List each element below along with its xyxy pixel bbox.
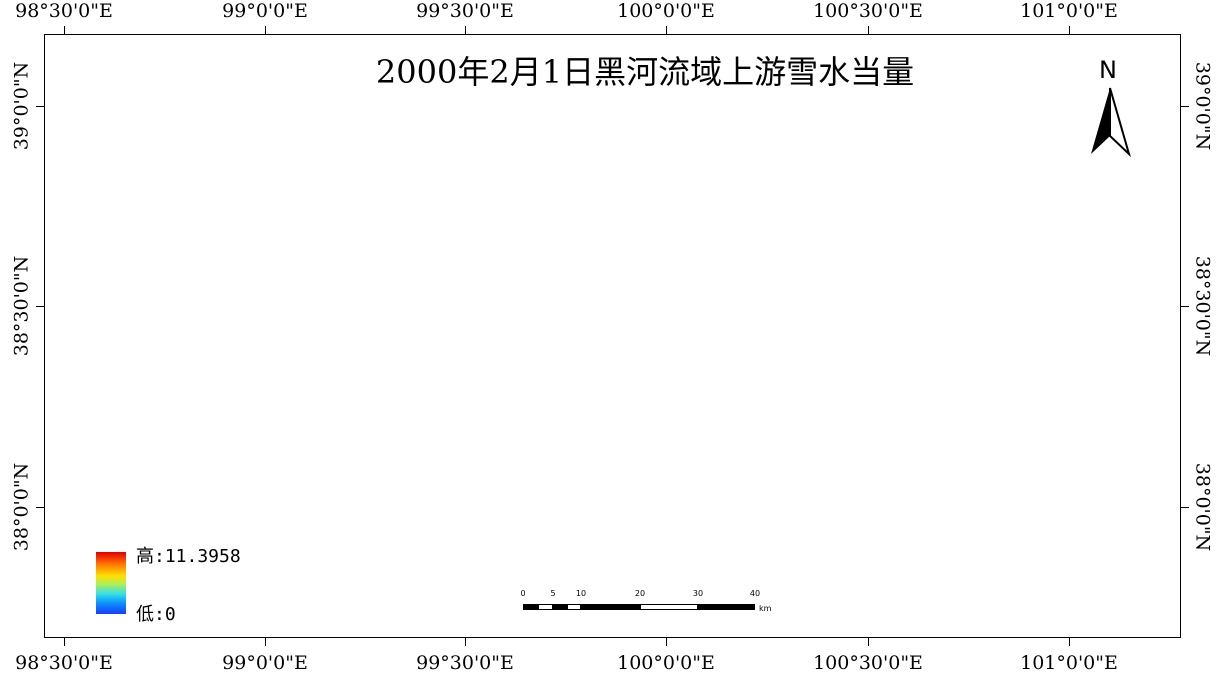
left-tick [36, 306, 44, 307]
latitude-label-right: 38°0'0"N [1191, 462, 1214, 552]
scale-segment [538, 604, 553, 610]
scale-segment [581, 604, 640, 610]
scale-bar: 0 5 10 20 30 40 km [520, 589, 781, 616]
legend: 高:11.3958 低:0 [94, 548, 294, 632]
latitude-label-right: 39°0'0"N [1191, 61, 1214, 151]
top-tick [64, 26, 65, 34]
scale-label: 10 [575, 589, 587, 598]
scale-segment [640, 604, 698, 610]
scale-label: 40 [749, 589, 761, 598]
longitude-label-top: 98°30'0"E [15, 0, 113, 22]
right-tick [1181, 507, 1189, 508]
longitude-label-bottom: 99°30'0"E [416, 652, 514, 674]
longitude-label-bottom: 100°0'0"E [617, 652, 715, 674]
map-frame [44, 34, 1181, 638]
latitude-label-left: 38°0'0"N [10, 462, 33, 552]
legend-color-ramp [96, 552, 126, 614]
longitude-label-bottom: 99°0'0"E [222, 652, 308, 674]
top-tick [465, 26, 466, 34]
latitude-label-left: 39°0'0"N [10, 61, 33, 151]
right-tick [1181, 306, 1189, 307]
legend-low-label: 低:0 [136, 604, 176, 625]
scale-label: 0 [520, 589, 526, 598]
longitude-label-top: 100°30'0"E [813, 0, 923, 22]
bottom-tick [868, 638, 869, 646]
longitude-label-bottom: 100°30'0"E [813, 652, 923, 674]
longitude-label-bottom: 98°30'0"E [15, 652, 113, 674]
right-tick [1181, 106, 1189, 107]
latitude-label-right: 38°30'0"N [1191, 255, 1214, 357]
legend-high-label: 高:11.3958 [136, 546, 241, 567]
scale-segment [523, 604, 538, 610]
longitude-label-top: 99°30'0"E [416, 0, 514, 22]
scale-segment [698, 604, 755, 610]
top-tick [1069, 26, 1070, 34]
scale-segment [553, 604, 567, 610]
bottom-tick [265, 638, 266, 646]
scale-segment [567, 604, 581, 610]
bottom-tick [1069, 638, 1070, 646]
scale-label: 20 [634, 589, 646, 598]
longitude-label-top: 101°0'0"E [1020, 0, 1118, 22]
latitude-label-left: 38°30'0"N [10, 255, 33, 357]
bottom-tick [465, 638, 466, 646]
bottom-tick [666, 638, 667, 646]
top-tick [868, 26, 869, 34]
top-tick [265, 26, 266, 34]
scale-unit: km [759, 604, 772, 613]
left-tick [36, 507, 44, 508]
map-title: 2000年2月1日黑河流域上游雪水当量 [375, 53, 915, 91]
longitude-label-bottom: 101°0'0"E [1020, 652, 1118, 674]
longitude-label-top: 99°0'0"E [222, 0, 308, 22]
left-tick [36, 106, 44, 107]
scale-label: 30 [692, 589, 704, 598]
top-tick [666, 26, 667, 34]
longitude-label-top: 100°0'0"E [617, 0, 715, 22]
north-arrow-icon [1091, 87, 1131, 158]
bottom-tick [64, 638, 65, 646]
north-label: N [1099, 56, 1117, 84]
scale-label: 5 [550, 589, 556, 598]
